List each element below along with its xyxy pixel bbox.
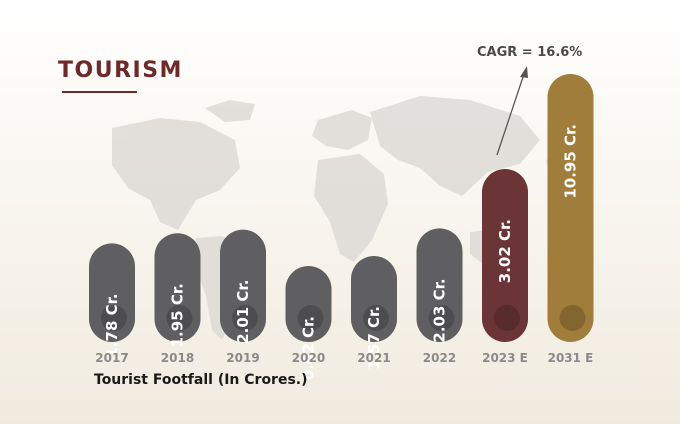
bar-value-label: 1.78 Cr. [103, 293, 121, 357]
x-tick-label: 2018 [161, 351, 194, 365]
bar-base-disc [101, 305, 127, 331]
bar-2020 [285, 266, 332, 342]
bar-2021 [351, 256, 397, 342]
value-labels-layer: 1.78 Cr. 1.95 Cr. 2.01 Cr. 0.62 Cr. 1.57 Cr.… [103, 124, 580, 380]
bar-value-label: 2.01 Cr. [234, 280, 252, 344]
x-tick-label: 2020 [292, 351, 325, 365]
bar-value-label: 1.95 Cr. [169, 283, 187, 347]
bar-base-disc [297, 305, 324, 331]
bars-layer [89, 74, 594, 342]
bar-base-disc [232, 305, 258, 331]
bar-base-disc [428, 305, 455, 331]
bar-2023-e [482, 169, 528, 342]
bar-value-label: 2.03 Cr. [431, 278, 449, 342]
cagr-arrow [496, 66, 528, 156]
x-tick-label: 2023 E [482, 351, 528, 365]
cagr-annotation: CAGR = 16.6% [477, 45, 583, 60]
bar-value-label: 0.62 Cr. [300, 316, 318, 380]
bar-value-label: 1.57 Cr. [365, 306, 383, 370]
x-tick-label: 2019 [226, 351, 259, 365]
page-title: TOURISM [58, 58, 183, 83]
bar-2031-e [547, 74, 594, 342]
bar-base-disc [559, 305, 586, 331]
x-tick-label: 2031 E [548, 351, 594, 365]
x-tick-label: 2021 [357, 351, 390, 365]
chart-caption: Tourist Footfall (In Crores.) [94, 372, 308, 388]
x-tick-label: 2017 [95, 351, 128, 365]
bar-value-label: 3.02 Cr. [496, 219, 514, 283]
bar-2019 [220, 229, 266, 342]
bar-2018 [154, 233, 201, 342]
bar-base-disc [494, 305, 520, 331]
title-underline [62, 91, 137, 93]
bar-base-disc [363, 305, 389, 331]
x-tick-label: 2022 [423, 351, 456, 365]
x-tick-labels-layer: 2017 2018 2019 2020 2021 2022 2023 E 2031 E [95, 351, 593, 365]
bar-base-disc [166, 305, 193, 331]
bar-value-label: 10.95 Cr. [562, 124, 580, 199]
bar-2022 [416, 228, 463, 342]
bar-2017 [89, 243, 135, 342]
